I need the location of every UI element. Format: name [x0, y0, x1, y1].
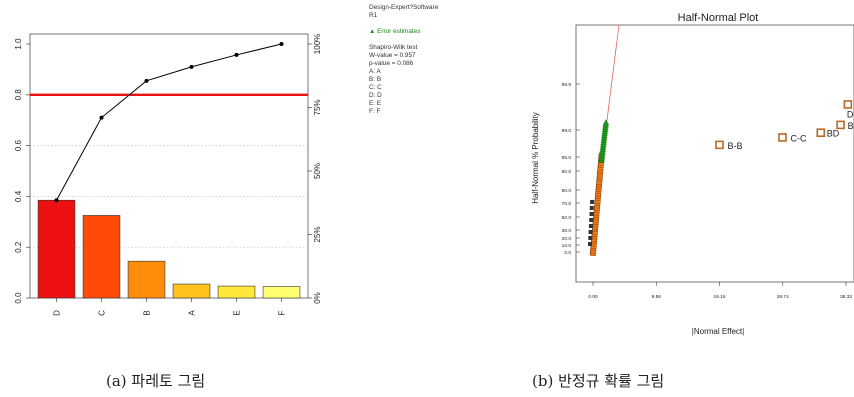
y-tick-label: 0.0	[14, 292, 23, 304]
x-tick-label: E	[233, 310, 242, 315]
dark-point	[589, 212, 594, 216]
dark-point	[588, 242, 592, 246]
point-label: BD	[827, 129, 840, 139]
cumulative-point	[189, 64, 194, 69]
test-line: W-value = 0.957	[369, 52, 416, 59]
test-line: p-value = 0.086	[369, 60, 414, 67]
point-label: C-C	[790, 133, 806, 143]
dark-point	[590, 200, 595, 204]
design-expert-info: Design-Expert?Software R1 ▲ Error estima…	[369, 4, 438, 116]
half-normal-title: Half-Normal Plot	[678, 12, 759, 24]
y2-tick-label: 100%	[313, 34, 322, 54]
x-tick-label: C	[98, 310, 107, 316]
error-estimate-triangle	[602, 119, 610, 126]
info-line: Design-Expert?Software	[369, 4, 439, 11]
bar-D	[37, 199, 76, 299]
y2-tick-label: 0%	[313, 292, 322, 304]
test-line: E: E	[369, 100, 382, 107]
test-line: C: C	[369, 84, 382, 91]
y-tick-label: 0.8	[14, 89, 23, 101]
y-tick-label: 0.4	[14, 190, 23, 202]
cumulative-point	[54, 198, 59, 203]
cumulative-line	[56, 43, 282, 201]
cumulative-point	[234, 52, 239, 57]
x-tick-label: 28.74	[777, 294, 789, 300]
y-tick-label: 30.0	[562, 228, 572, 234]
pareto-plot-frame	[29, 33, 309, 299]
y2-tick-label: 50%	[313, 163, 322, 179]
labeled-point	[715, 140, 724, 150]
bar-B	[127, 260, 166, 299]
y2-tick-label: 75%	[313, 99, 322, 115]
test-line: F: F	[369, 108, 381, 115]
y-tick-label: 10.0	[562, 243, 572, 249]
y-tick-label: 90.0	[562, 169, 572, 175]
cumulative-point	[279, 42, 284, 46]
x-tick-label: 9.58	[652, 294, 662, 300]
test-line: Shapiro-Wilk test	[369, 44, 418, 51]
y-tick-label: 99.9	[562, 82, 572, 88]
dark-point	[588, 230, 593, 234]
labeled-point	[778, 133, 787, 142]
x-tick-label: F	[278, 310, 287, 315]
labeled-point	[836, 120, 845, 130]
y-tick-label: 80.0	[562, 188, 572, 194]
half-normal-ylabel: Half-Normal % Probability	[531, 112, 540, 204]
labeled-point	[843, 100, 853, 109]
y-tick-label: 0.6	[14, 139, 23, 151]
y-tick-label: 99.0	[562, 128, 572, 134]
cumulative-point	[144, 78, 149, 83]
y-tick-label: 95.0	[562, 155, 572, 161]
y-tick-label: 0.0	[564, 250, 571, 256]
x-tick-label: A	[188, 310, 197, 316]
labeled-point	[816, 128, 826, 137]
y2-tick-label: 25%	[313, 226, 322, 242]
y-tick-label: 70.0	[562, 201, 572, 207]
y-tick-label: 1.0	[14, 38, 23, 50]
y-tick-label: 0.2	[14, 241, 23, 253]
test-line: A: A	[369, 68, 381, 75]
cumulative-point	[99, 115, 104, 120]
error-estimates-legend: ▲ Error estimates	[369, 28, 421, 35]
point-label: D	[847, 109, 854, 119]
x-tick-label: 0.00	[588, 294, 598, 300]
y-tick-label: 50.0	[562, 215, 572, 221]
caption-a: (a) 파레토 그림	[106, 372, 206, 390]
point-label: B-B	[728, 141, 743, 151]
info-line: R1	[369, 12, 378, 19]
x-tick-label: B	[143, 310, 152, 315]
dark-point	[588, 224, 593, 228]
half-normal-plot-frame	[575, 24, 854, 283]
x-tick-label: D	[53, 310, 62, 316]
dark-point	[588, 236, 593, 240]
half-normal-xlabel: |Normal Effect|	[692, 327, 744, 336]
dark-point	[589, 206, 594, 210]
point-label: B	[848, 121, 854, 131]
y-tick-label: 20.0	[562, 236, 572, 242]
dark-point	[589, 218, 594, 222]
test-line: B: B	[369, 76, 382, 83]
caption-b: (b) 반정규 확률 그림	[532, 372, 665, 390]
test-line: D: D	[369, 92, 382, 99]
x-tick-label: 19.16	[713, 294, 725, 300]
x-tick-label: 38.32	[840, 294, 852, 300]
